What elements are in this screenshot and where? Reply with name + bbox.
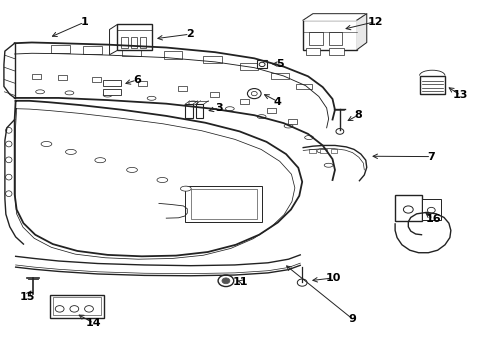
Text: 7: 7 bbox=[427, 152, 434, 162]
Ellipse shape bbox=[180, 186, 191, 191]
Bar bbox=[203, 56, 221, 63]
FancyBboxPatch shape bbox=[185, 186, 261, 222]
Bar bbox=[83, 46, 102, 54]
Ellipse shape bbox=[284, 124, 292, 128]
Bar bbox=[303, 20, 356, 50]
Ellipse shape bbox=[126, 167, 137, 172]
Bar bbox=[50, 295, 103, 318]
Bar bbox=[319, 149, 326, 153]
Bar bbox=[53, 297, 101, 315]
Circle shape bbox=[222, 278, 229, 284]
Bar bbox=[209, 92, 218, 97]
Bar bbox=[240, 99, 248, 104]
Text: 15: 15 bbox=[19, 292, 35, 302]
Bar bbox=[287, 119, 296, 124]
Bar bbox=[102, 89, 121, 95]
Text: 8: 8 bbox=[353, 110, 361, 120]
Text: 1: 1 bbox=[80, 17, 88, 27]
Ellipse shape bbox=[188, 101, 197, 105]
Bar bbox=[190, 189, 257, 219]
Bar bbox=[308, 32, 322, 45]
Ellipse shape bbox=[5, 191, 12, 197]
Text: 6: 6 bbox=[133, 75, 141, 85]
Ellipse shape bbox=[5, 141, 12, 147]
Bar bbox=[328, 32, 342, 45]
Ellipse shape bbox=[5, 174, 12, 180]
Bar bbox=[184, 104, 192, 118]
Ellipse shape bbox=[36, 90, 44, 94]
Bar bbox=[394, 195, 421, 221]
Text: 13: 13 bbox=[452, 90, 468, 100]
Text: 14: 14 bbox=[86, 318, 102, 328]
Ellipse shape bbox=[147, 96, 156, 100]
Text: 11: 11 bbox=[232, 276, 248, 287]
Ellipse shape bbox=[103, 93, 112, 97]
Ellipse shape bbox=[316, 149, 325, 153]
Text: 5: 5 bbox=[275, 59, 283, 69]
Bar bbox=[328, 48, 343, 55]
Ellipse shape bbox=[225, 107, 234, 111]
Bar bbox=[421, 199, 440, 220]
Ellipse shape bbox=[95, 158, 105, 163]
Ellipse shape bbox=[324, 163, 332, 167]
Bar bbox=[138, 81, 147, 86]
Bar bbox=[256, 60, 267, 68]
Ellipse shape bbox=[304, 136, 313, 139]
Text: 10: 10 bbox=[325, 273, 341, 283]
Ellipse shape bbox=[5, 127, 12, 133]
Bar bbox=[51, 45, 70, 53]
Bar bbox=[130, 37, 137, 48]
Text: 3: 3 bbox=[215, 103, 223, 113]
Bar bbox=[140, 37, 146, 48]
Bar bbox=[122, 48, 141, 56]
Ellipse shape bbox=[257, 114, 265, 119]
Text: 9: 9 bbox=[347, 314, 355, 324]
Text: 16: 16 bbox=[425, 214, 440, 224]
Ellipse shape bbox=[5, 157, 12, 163]
Bar bbox=[117, 24, 151, 50]
Bar bbox=[296, 84, 311, 89]
Bar bbox=[92, 77, 101, 82]
Ellipse shape bbox=[157, 177, 167, 183]
Bar bbox=[195, 104, 203, 118]
Bar bbox=[32, 74, 41, 79]
Ellipse shape bbox=[41, 141, 52, 147]
Ellipse shape bbox=[65, 91, 74, 95]
Bar bbox=[121, 37, 127, 48]
Ellipse shape bbox=[65, 149, 76, 154]
Text: 4: 4 bbox=[273, 96, 281, 107]
Bar bbox=[102, 80, 121, 86]
Bar bbox=[163, 51, 182, 59]
Bar bbox=[266, 108, 275, 113]
Bar bbox=[239, 63, 258, 70]
Bar bbox=[271, 73, 288, 79]
Text: 2: 2 bbox=[185, 29, 193, 39]
Bar bbox=[58, 75, 67, 80]
Bar bbox=[330, 149, 337, 153]
Polygon shape bbox=[303, 14, 366, 20]
Polygon shape bbox=[356, 14, 366, 50]
Bar bbox=[178, 86, 186, 91]
Bar bbox=[419, 76, 444, 94]
Text: 12: 12 bbox=[367, 17, 383, 27]
Bar bbox=[308, 149, 315, 153]
Bar bbox=[305, 48, 320, 55]
